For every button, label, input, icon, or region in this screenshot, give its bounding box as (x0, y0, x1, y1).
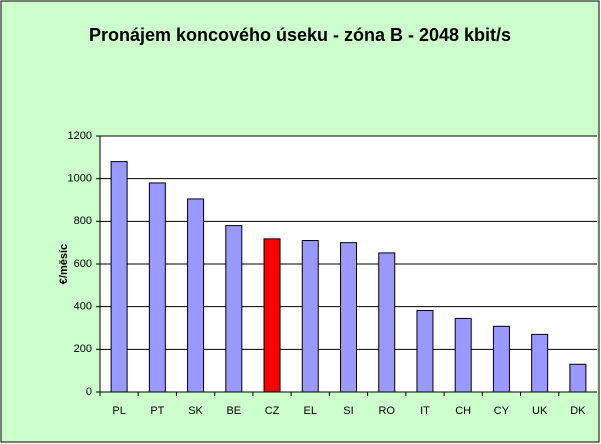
y-tick-label: 600 (74, 258, 92, 270)
y-tick-label: 1200 (68, 130, 92, 142)
bar (492, 325, 510, 393)
x-tick-label: EL (304, 405, 317, 417)
y-tick-label: 400 (74, 301, 92, 313)
x-tick-label: BE (226, 405, 241, 417)
bar (454, 317, 472, 393)
bar (187, 198, 205, 393)
x-tick-label: IT (420, 405, 430, 417)
bar (110, 161, 128, 393)
x-tick-label: PT (150, 405, 164, 417)
x-tick-label: CY (494, 405, 510, 417)
chart-title: Pronájem koncového úseku - zóna B - 2048… (88, 25, 512, 45)
bar (416, 310, 434, 393)
y-tick-label: 0 (86, 386, 92, 398)
bar (301, 240, 319, 393)
x-tick-label: UK (532, 405, 548, 417)
bar (148, 182, 166, 393)
x-tick-label: CH (455, 405, 471, 417)
x-tick-label: PL (112, 405, 125, 417)
bar (225, 225, 243, 393)
x-tick-label: CZ (265, 405, 280, 417)
bar (263, 238, 281, 393)
y-tick-label: 800 (74, 215, 92, 227)
bar (340, 242, 357, 393)
y-axis-label: €/měsíc (58, 244, 70, 284)
x-tick-label: SK (188, 405, 203, 417)
x-tick-label: RO (378, 405, 395, 417)
y-tick-label: 200 (74, 343, 92, 355)
x-tick-label: DK (570, 405, 586, 417)
y-tick-label: 1000 (68, 173, 92, 185)
bar (569, 363, 587, 393)
bar (378, 252, 396, 393)
x-tick-label: SI (343, 405, 353, 417)
bar (531, 333, 549, 393)
